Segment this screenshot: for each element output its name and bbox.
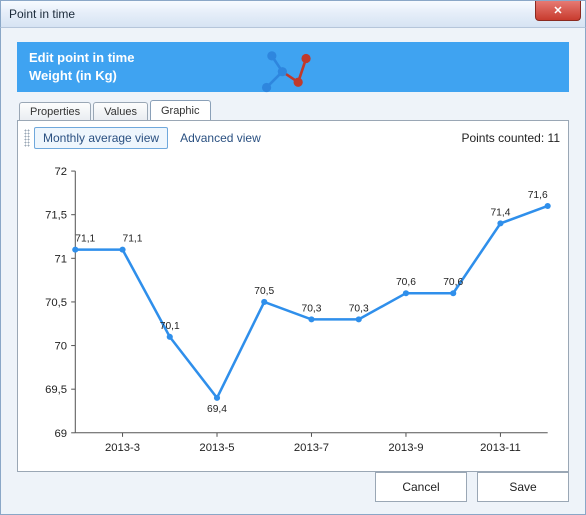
chart-toolbar: Monthly average view Advanced view Point… xyxy=(18,121,568,155)
svg-text:69: 69 xyxy=(55,428,68,440)
line-chart-svg: 69 69,5 70 70,5 71 71,5 72 2013-3 2013-5 2013-7 20… xyxy=(26,161,560,463)
tab-panel-graphic: Monthly average view Advanced view Point… xyxy=(17,120,569,472)
network-icon xyxy=(9,48,561,98)
svg-text:71: 71 xyxy=(55,253,68,265)
tab-values[interactable]: Values xyxy=(93,102,148,121)
tab-graphic[interactable]: Graphic xyxy=(150,100,211,120)
header-banner: Edit point in time Weight (in Kg) xyxy=(17,42,569,92)
dialog-footer: Cancel Save xyxy=(375,472,569,502)
svg-text:70,5: 70,5 xyxy=(45,297,67,309)
svg-text:70,5: 70,5 xyxy=(254,286,274,297)
svg-text:71,1: 71,1 xyxy=(123,234,143,245)
points-counted-label: Points counted: xyxy=(461,131,544,145)
svg-text:72: 72 xyxy=(55,166,68,178)
svg-text:70,3: 70,3 xyxy=(349,303,369,314)
svg-text:71,5: 71,5 xyxy=(45,210,67,222)
advanced-view-link[interactable]: Advanced view xyxy=(180,131,261,145)
svg-text:2013-5: 2013-5 xyxy=(199,442,234,454)
tab-properties[interactable]: Properties xyxy=(19,102,91,121)
titlebar-controls: ✕ xyxy=(535,1,581,21)
svg-text:70,3: 70,3 xyxy=(301,303,321,314)
svg-text:69,4: 69,4 xyxy=(207,404,227,415)
cancel-button[interactable]: Cancel xyxy=(375,472,467,502)
svg-text:70,1: 70,1 xyxy=(160,321,180,332)
svg-text:70: 70 xyxy=(55,341,68,353)
svg-text:71,4: 71,4 xyxy=(490,207,510,218)
grip-icon xyxy=(24,129,30,147)
chart: 69 69,5 70 70,5 71 71,5 72 2013-3 2013-5 2013-7 20… xyxy=(26,161,560,463)
titlebar: Point in time ✕ xyxy=(0,0,586,28)
window-body: Edit point in time Weight (in Kg) Proper… xyxy=(0,28,586,515)
window-title: Point in time xyxy=(9,7,75,21)
svg-text:69,5: 69,5 xyxy=(45,384,67,396)
monthly-average-button[interactable]: Monthly average view xyxy=(34,127,168,149)
svg-text:71,1: 71,1 xyxy=(75,234,95,245)
svg-text:2013-11: 2013-11 xyxy=(480,442,521,454)
tabstrip: Properties Values Graphic xyxy=(17,98,569,120)
svg-text:71,6: 71,6 xyxy=(528,190,548,201)
svg-text:2013-3: 2013-3 xyxy=(105,442,140,454)
svg-text:70,6: 70,6 xyxy=(396,277,416,288)
close-button[interactable]: ✕ xyxy=(535,1,581,21)
svg-text:2013-9: 2013-9 xyxy=(388,442,423,454)
points-counted: Points counted: 11 xyxy=(461,131,560,145)
close-icon: ✕ xyxy=(553,4,562,17)
svg-text:2013-7: 2013-7 xyxy=(294,442,329,454)
save-button[interactable]: Save xyxy=(477,472,569,502)
points-counted-value: 11 xyxy=(548,131,560,145)
svg-text:70,6: 70,6 xyxy=(443,277,463,288)
